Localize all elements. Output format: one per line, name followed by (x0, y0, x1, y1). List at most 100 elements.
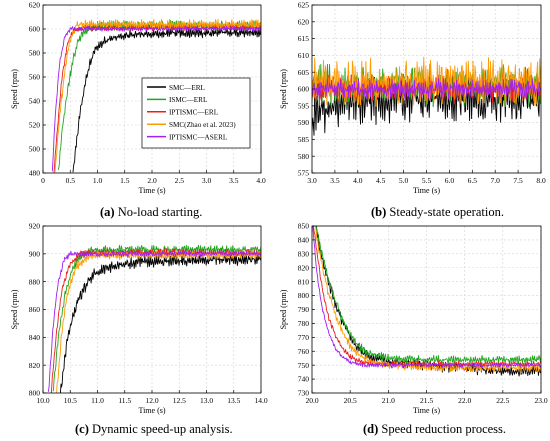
y-tick-label: 840 (298, 236, 310, 245)
x-tick-label: 20.5 (344, 396, 357, 405)
series-line-4 (51, 25, 261, 172)
caption-b-text: Steady-state operation. (389, 205, 504, 219)
chart-panel-a: 0 0.5 1.0 1.5 2.0 2.5 3.0 3.5 4.0 480 500 520 540 560… (10, 1, 266, 195)
x-axis-label: Time (s) (413, 186, 440, 195)
y-tick-label: 590 (298, 118, 310, 127)
x-tick-label: 8.0 (536, 176, 546, 185)
x-tick-label: 5.5 (422, 176, 432, 185)
legend: SMC—ERL ISMC—ERL IPTISMC—ERL SMC(Zhao et al… (141, 77, 251, 149)
legend-entry: SMC—ERL (169, 84, 205, 92)
y-tick-label: 900 (29, 249, 41, 258)
y-tick-label: 830 (298, 249, 310, 258)
x-tick-label: 3.0 (202, 176, 212, 185)
caption-b-label: (b) (371, 205, 387, 219)
y-tick-label: 620 (298, 17, 310, 26)
caption-c: (c) Dynamic speed-up analysis. (75, 422, 233, 437)
y-tick-label: 575 (298, 169, 310, 178)
y-tick-label: 520 (29, 121, 41, 130)
x-tick-label: 6.5 (468, 176, 478, 185)
x-tick-label: 12.5 (173, 396, 186, 405)
y-tick-label: 850 (298, 222, 310, 231)
legend-entry: IPTISMC—ASERL (169, 133, 227, 141)
y-axis-label: Speed (rpm) (279, 289, 288, 329)
caption-a-label: (a) (100, 205, 115, 219)
x-tick-label: 4.0 (256, 176, 266, 185)
x-tick-label: 14.0 (254, 396, 267, 405)
y-tick-label: 585 (298, 135, 310, 144)
x-tick-label: 0.5 (66, 176, 76, 185)
y-tick-label: 480 (29, 169, 41, 178)
x-axis-label: Time (s) (413, 406, 440, 415)
x-axis-label: Time (s) (138, 186, 165, 195)
y-axis-label: Speed (rpm) (279, 69, 288, 109)
x-tick-label: 3.0 (307, 176, 317, 185)
x-tick-label: 22.5 (496, 396, 509, 405)
y-tick-label: 595 (298, 101, 310, 110)
series-group (312, 56, 541, 136)
series-group (51, 18, 261, 173)
x-tick-label: 23.0 (534, 396, 547, 405)
x-tick-label: 21.0 (382, 396, 395, 405)
x-tick-label: 1.5 (120, 176, 130, 185)
y-tick-label: 820 (298, 263, 310, 272)
y-tick-label: 820 (29, 361, 41, 370)
series-line-1 (315, 226, 541, 365)
legend-entry: IPTISMC—ERL (169, 109, 218, 117)
y-tick-label: 740 (298, 375, 310, 384)
y-tick-label: 540 (29, 97, 41, 106)
caption-b: (b) Steady-state operation. (371, 205, 504, 220)
y-tick-label: 750 (298, 361, 310, 370)
y-tick-label: 860 (29, 305, 41, 314)
y-tick-label: 560 (29, 73, 41, 82)
x-tick-label: 10.0 (36, 396, 49, 405)
x-tick-label: 21.5 (420, 396, 433, 405)
x-tick-label: 11.0 (91, 396, 104, 405)
y-tick-label: 600 (298, 85, 310, 94)
y-axis-label: Speed (rpm) (10, 69, 19, 109)
x-tick-label: 4.5 (376, 176, 386, 185)
x-axis-label: Time (s) (138, 406, 165, 415)
y-tick-label: 920 (29, 222, 41, 231)
y-tick-label: 580 (298, 152, 310, 161)
y-tick-label: 605 (298, 68, 310, 77)
y-tick-label: 800 (298, 291, 310, 300)
y-tick-label: 625 (298, 1, 310, 10)
chart-panel-c: 10.0 10.5 11.0 11.5 12.0 12.5 13.0 13.5 14.0 800 8… (10, 222, 268, 415)
caption-a-text: No-load starting. (117, 205, 203, 219)
y-tick-label: 810 (298, 277, 310, 286)
caption-d-label: (d) (363, 422, 379, 436)
series-line-0 (59, 253, 261, 393)
x-tick-label: 6.0 (445, 176, 455, 185)
y-axis-label: Speed (rpm) (10, 289, 19, 329)
x-tick-label: 2.0 (147, 176, 157, 185)
y-tick-label: 880 (29, 277, 41, 286)
x-tick-label: 7.0 (491, 176, 501, 185)
chart-panel-d: 20.0 20.5 21.0 21.5 22.0 22.5 23.0 730 740 750 760… (279, 222, 548, 415)
caption-d: (d) Speed reduction process. (363, 422, 506, 437)
x-tick-label: 11.5 (118, 396, 131, 405)
x-tick-label: 7.5 (513, 176, 523, 185)
y-tick-label: 600 (29, 25, 41, 34)
y-tick-label: 790 (298, 305, 310, 314)
y-tick-label: 730 (298, 389, 310, 398)
series-line-4 (47, 250, 261, 392)
series-line-4 (312, 78, 541, 100)
x-tick-label: 0 (41, 176, 45, 185)
x-tick-label: 3.5 (330, 176, 340, 185)
series-line-4 (312, 226, 541, 368)
x-tick-label: 13.0 (200, 396, 213, 405)
caption-c-text: Dynamic speed-up analysis. (92, 422, 233, 436)
x-tick-label: 10.5 (64, 396, 77, 405)
x-tick-label: 22.0 (458, 396, 471, 405)
y-tick-label: 580 (29, 49, 41, 58)
y-tick-label: 760 (298, 347, 310, 356)
legend-entry: ISMC—ERL (169, 96, 207, 104)
y-tick-label: 770 (298, 333, 310, 342)
x-tick-label: 12.0 (145, 396, 158, 405)
legend-entry: SMC(Zhao et al. 2023) (169, 121, 236, 129)
x-tick-label: 20.0 (305, 396, 318, 405)
y-tick-label: 610 (298, 51, 310, 60)
caption-c-label: (c) (75, 422, 89, 436)
x-tick-label: 4.0 (353, 176, 363, 185)
